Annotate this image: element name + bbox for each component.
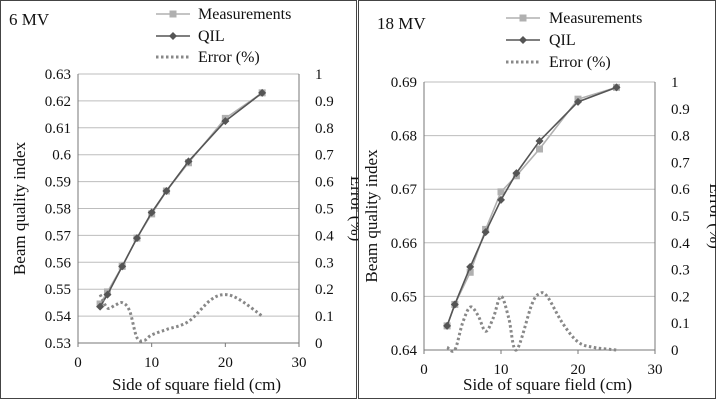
chart-6mv-svg: 6 MV0.530.540.550.560.570.580.590.60.610… (9, 6, 366, 394)
qil-point (443, 321, 452, 330)
qil-point (132, 234, 141, 243)
legend-label: Error (%) (198, 49, 260, 66)
qil-point (258, 88, 267, 97)
y2-tick-label: 0.5 (671, 209, 690, 225)
chart-18mv-svg: 18 MV 0.64 0.65 0.66 0.67 0.68 0.69 0 0.1 0.2 0.3 0… (362, 10, 716, 394)
qil-point (481, 228, 490, 237)
x-tick-label: 0 (420, 362, 428, 378)
legend-label: QIL (549, 32, 576, 49)
legend-label: Measurements (549, 10, 642, 27)
legend-label: Error (%) (549, 54, 611, 71)
qil-point (466, 262, 475, 271)
y2-tick-label: 0.5 (315, 202, 334, 218)
y2-tick-label: 0.4 (671, 236, 690, 252)
y-tick-label: 0.68 (391, 129, 417, 145)
y-tick-label: 0.69 (391, 75, 417, 91)
y-tick-label: 0.54 (45, 309, 72, 325)
series-error-line (98, 293, 264, 343)
series-measurements-line (99, 92, 263, 305)
y2-tick-label: 1 (315, 67, 323, 83)
y2-tick-label: 0.1 (315, 309, 334, 325)
y-tick-label: 0.65 (391, 289, 417, 305)
qil-point (535, 136, 544, 145)
y-tick-label: 0.58 (45, 202, 71, 218)
x-tick-label: 30 (292, 355, 307, 371)
y2-tick-label: 0 (315, 336, 323, 352)
legend-measurements-marker (169, 10, 177, 18)
y-tick-label: 0.66 (391, 236, 418, 252)
y-tick-label: 0.64 (391, 343, 418, 359)
qil-point (497, 195, 505, 204)
y-tick-label: 0.53 (45, 336, 71, 352)
series-qil-line (99, 92, 263, 308)
y-axis-title: Beam quality index (10, 141, 29, 275)
y-axis-title: Beam quality index (362, 149, 381, 283)
y2-tick-label: 0.9 (671, 102, 690, 118)
measurement-point (466, 268, 474, 276)
y2-tick-label: 0.7 (315, 148, 334, 164)
y-tick-label: 0.61 (45, 121, 71, 137)
x-tick-label: 20 (218, 355, 233, 371)
qil-point (96, 302, 105, 311)
qil-point (574, 97, 582, 106)
y2-tick-label: 0.2 (671, 289, 690, 305)
y-tick-label: 0.55 (45, 282, 71, 298)
y-tick-label: 0.56 (45, 255, 72, 271)
chart-panel-18mv: 18 MV 0.64 0.65 0.66 0.67 0.68 0.69 0 0.1 0.2 0.3 0… (358, 0, 716, 399)
y-tick-label: 0.67 (391, 182, 418, 198)
y2-tick-label: 0.8 (315, 121, 334, 137)
legend-label: Measurements (198, 6, 291, 23)
chart-panel-6mv: 6 MV 0.53 0.54 0.55 0.56 0.57 0.58 0.59 0.6 0.61 0… (0, 0, 366, 399)
y2-tick-label: 0.3 (315, 255, 334, 271)
series-qil-line (446, 86, 617, 327)
legend-qil-marker (519, 36, 527, 44)
y2-tick-label: 0.6 (671, 182, 690, 198)
series-measurements-line (446, 86, 617, 327)
y2-axis-title: Error (%) (706, 183, 716, 249)
y2-tick-label: 0.3 (671, 263, 690, 279)
x-tick-label: 10 (144, 355, 159, 371)
x-tick-label: 20 (571, 362, 586, 378)
y2-tick-label: 0.7 (671, 155, 690, 171)
y2-tick-label: 0.6 (315, 175, 334, 191)
y-tick-label: 0.59 (45, 175, 71, 191)
measurement-point (536, 145, 543, 153)
x-axis-title: Side of square field (cm) (463, 375, 632, 394)
qil-point (184, 157, 193, 166)
qil-point (512, 169, 521, 178)
y-tick-label: 0.57 (45, 228, 72, 244)
y2-tick-label: 0 (671, 343, 679, 359)
qil-point (147, 208, 156, 217)
y-tick-label: 0.6 (52, 148, 71, 164)
qil-point (162, 187, 171, 196)
panel-title: 18 MV (377, 14, 426, 33)
qil-point (450, 300, 459, 309)
legend-measurements-marker (519, 14, 527, 22)
y2-tick-label: 1 (671, 75, 679, 91)
y2-tick-label: 0.2 (315, 282, 334, 298)
legend-label: QIL (198, 28, 225, 45)
x-tick-label: 0 (74, 355, 82, 371)
panel-title: 6 MV (9, 10, 50, 29)
qil-point (103, 290, 112, 299)
y2-tick-label: 0.4 (315, 228, 334, 244)
x-axis-title: Side of square field (cm) (112, 375, 281, 394)
measurement-point (497, 188, 505, 196)
legend-qil-marker (169, 32, 177, 40)
series-error-line (446, 291, 617, 353)
y2-tick-label: 0.8 (671, 129, 690, 145)
y2-tick-label: 0.1 (671, 316, 690, 332)
y2-tick-label: 0.9 (315, 94, 334, 110)
x-tick-label: 10 (494, 362, 509, 378)
qil-point (612, 83, 621, 92)
x-tick-label: 30 (648, 362, 663, 378)
qil-point (221, 117, 230, 126)
y-tick-label: 0.63 (45, 67, 71, 83)
qil-point (118, 262, 127, 271)
y-tick-label: 0.62 (45, 94, 71, 110)
